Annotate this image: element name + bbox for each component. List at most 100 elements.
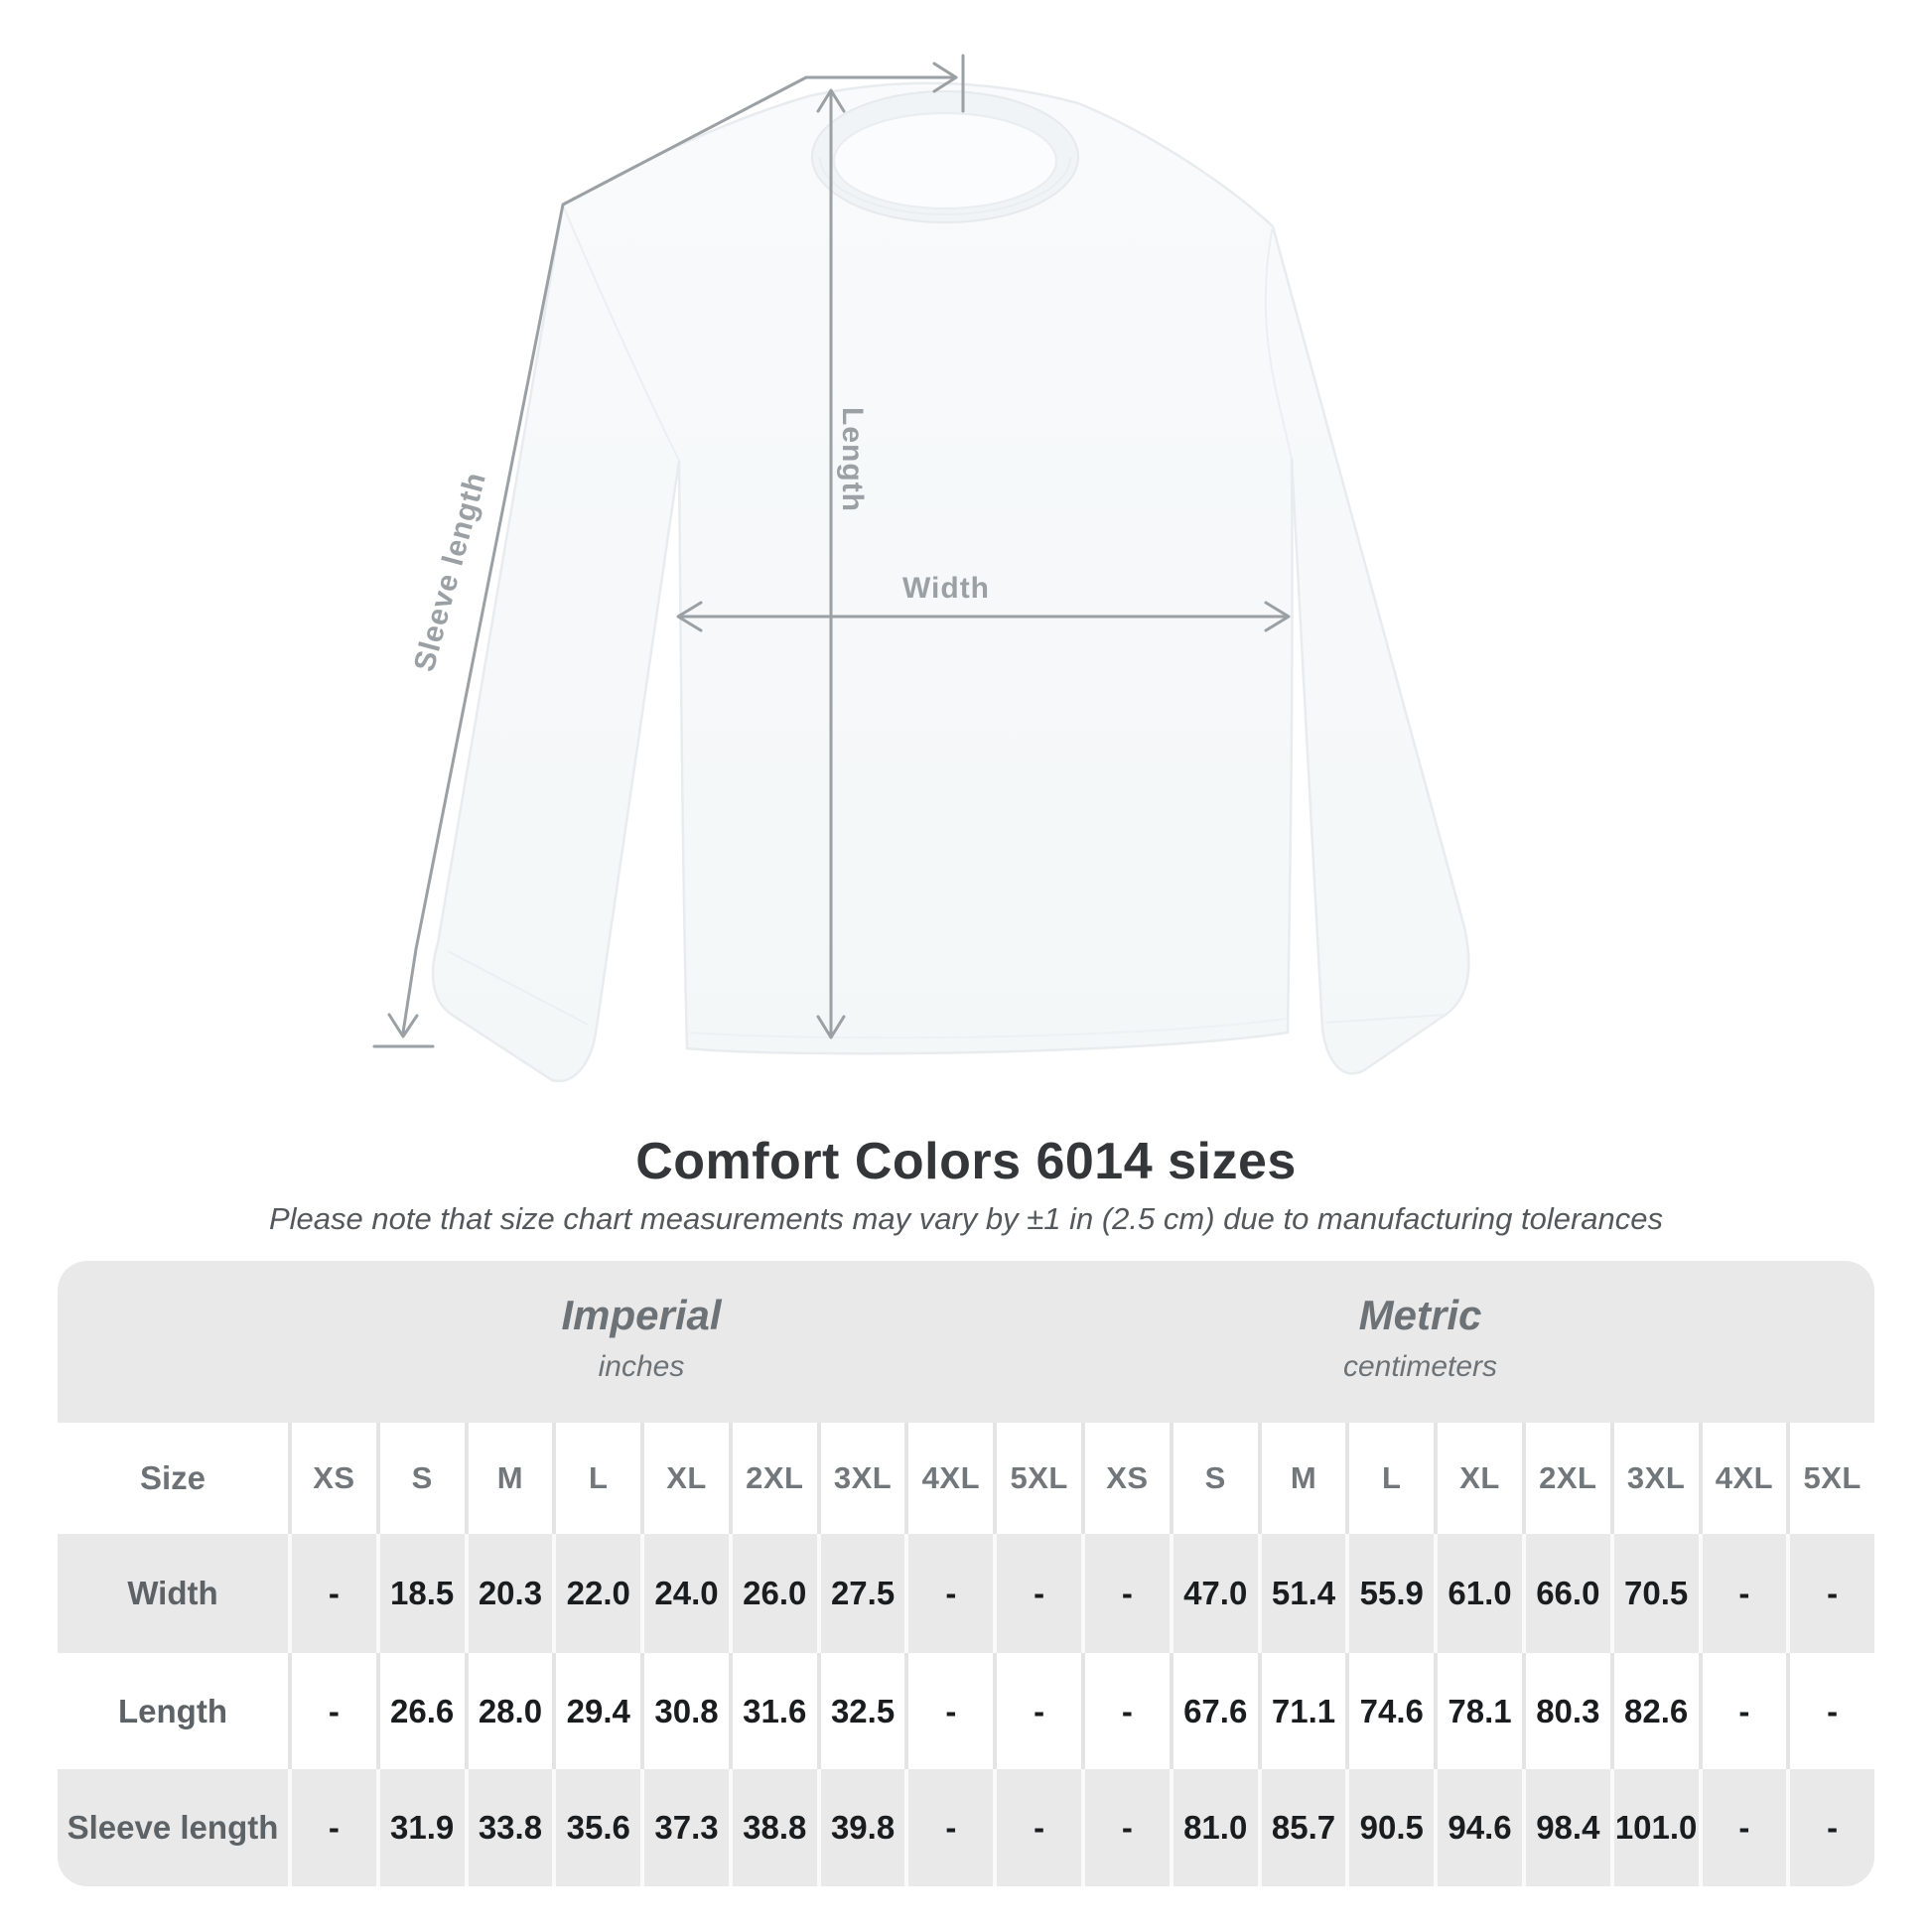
size-table: Imperial inches Metric centimeters Size X… <box>58 1261 1874 1886</box>
value-cell: 38.8 <box>728 1769 817 1886</box>
measurement-row: Width -18.5 20.3 22.0 24.0 26.0 27.5- - -47.0 51.… <box>58 1534 1874 1653</box>
value-cell: 55.9 <box>1345 1534 1435 1653</box>
column-header-cell: 3XL <box>816 1423 905 1534</box>
length-label: Length <box>836 407 869 512</box>
column-header-cell: S <box>1169 1423 1258 1534</box>
column-header-cell: M <box>464 1423 553 1534</box>
value-cell: 28.0 <box>464 1653 553 1769</box>
value-cell: 33.8 <box>464 1769 553 1886</box>
value-cell: 71.1 <box>1257 1653 1346 1769</box>
value-cell: - <box>1786 1769 1874 1886</box>
value-cell: - <box>904 1653 994 1769</box>
imperial-unit-label: inches <box>598 1350 685 1384</box>
page-title: Comfort Colors 6014 sizes <box>635 1133 1297 1190</box>
value-cell: - <box>1786 1534 1874 1653</box>
value-cell: 81.0 <box>1169 1769 1258 1886</box>
column-header-cell: XL <box>640 1423 729 1534</box>
size-header-row: Size XS S M L XL 2XL 3XL 4XL 5XL XS S M L XL 2XL 3XL 4XL 5… <box>58 1423 1874 1534</box>
value-cell: - <box>1081 1769 1170 1886</box>
collar <box>811 90 1079 223</box>
value-cell: 31.9 <box>375 1769 465 1886</box>
value-cell: - <box>1698 1769 1787 1886</box>
measurement-row: Sleeve length -31.9 33.8 35.6 37.3 38.8 39.8- -… <box>58 1769 1874 1886</box>
value-cell: 74.6 <box>1345 1653 1435 1769</box>
size-table-grid: Size XS S M L XL 2XL 3XL 4XL 5XL XS S M L XL 2XL 3XL 4XL 5… <box>58 1423 1874 1886</box>
value-cell: - <box>1698 1653 1787 1769</box>
value-cell: - <box>288 1534 376 1653</box>
value-cell: - <box>904 1534 994 1653</box>
value-cell: - <box>288 1653 376 1769</box>
value-cell: 70.5 <box>1609 1534 1699 1653</box>
value-cell: 20.3 <box>464 1534 553 1653</box>
sleeve-length-line <box>372 54 965 1048</box>
value-cell: 67.6 <box>1169 1653 1258 1769</box>
sleeve-length-label: Sleeve length <box>408 469 492 675</box>
value-cell: - <box>904 1769 994 1886</box>
value-cell: 39.8 <box>816 1769 905 1886</box>
unit-group-imperial: Imperial inches <box>288 1292 995 1384</box>
column-header-cell: 3XL <box>1609 1423 1699 1534</box>
column-header-cell: 2XL <box>1521 1423 1610 1534</box>
column-header-cell: XS <box>288 1423 376 1534</box>
value-cell: 32.5 <box>816 1653 905 1769</box>
column-header-cell: 5XL <box>993 1423 1082 1534</box>
value-cell: 18.5 <box>375 1534 465 1653</box>
value-cell: 47.0 <box>1169 1534 1258 1653</box>
tolerance-note: Please note that size chart measurements… <box>268 1201 1664 1236</box>
column-header-cell: 4XL <box>1698 1423 1787 1534</box>
value-cell: 90.5 <box>1345 1769 1435 1886</box>
metric-label: Metric <box>1358 1292 1482 1338</box>
measurement-row: Length -26.6 28.0 29.4 30.8 31.6 32.5- - -67.6 71… <box>58 1653 1874 1769</box>
value-cell: 29.4 <box>552 1653 641 1769</box>
length-line <box>816 88 846 1039</box>
column-header-cell: XS <box>1081 1423 1170 1534</box>
column-header-cell: S <box>375 1423 465 1534</box>
column-header-cell: L <box>1345 1423 1435 1534</box>
value-cell: 82.6 <box>1609 1653 1699 1769</box>
column-header-cell: XL <box>1434 1423 1522 1534</box>
value-cell: - <box>1786 1653 1874 1769</box>
row-label-cell: Sleeve length <box>58 1769 288 1886</box>
value-cell: - <box>1081 1534 1170 1653</box>
value-cell: 31.6 <box>728 1653 817 1769</box>
value-cell: 30.8 <box>640 1653 729 1769</box>
value-cell: 26.6 <box>375 1653 465 1769</box>
row-label-cell: Length <box>58 1653 288 1769</box>
column-header-cell: M <box>1257 1423 1346 1534</box>
value-cell: 22.0 <box>552 1534 641 1653</box>
value-cell: 26.0 <box>728 1534 817 1653</box>
unit-group-metric: Metric centimeters <box>966 1292 1874 1384</box>
value-cell: - <box>1698 1534 1787 1653</box>
shirt-measurement-diagram: Sleeve length Length Width <box>372 54 1470 1083</box>
value-cell: 94.6 <box>1434 1769 1522 1886</box>
value-cell: - <box>1081 1653 1170 1769</box>
imperial-label: Imperial <box>561 1292 722 1338</box>
value-cell: - <box>993 1653 1082 1769</box>
value-cell: 51.4 <box>1257 1534 1346 1653</box>
shirt-illustration <box>431 81 1470 1083</box>
value-cell: - <box>288 1769 376 1886</box>
column-header-cell: 5XL <box>1786 1423 1874 1534</box>
size-corner-cell: Size <box>58 1423 288 1534</box>
value-cell: 66.0 <box>1521 1534 1610 1653</box>
value-cell: 98.4 <box>1521 1769 1610 1886</box>
width-label: Width <box>902 572 990 605</box>
value-cell: 27.5 <box>816 1534 905 1653</box>
value-cell: 78.1 <box>1434 1653 1522 1769</box>
value-cell: 80.3 <box>1521 1653 1610 1769</box>
column-header-cell: 2XL <box>728 1423 817 1534</box>
value-cell: - <box>993 1534 1082 1653</box>
value-cell: 37.3 <box>640 1769 729 1886</box>
column-header-cell: 4XL <box>904 1423 994 1534</box>
unit-group-band: Imperial inches Metric centimeters <box>58 1261 1874 1423</box>
metric-unit-label: centimeters <box>1342 1350 1498 1384</box>
value-cell: 35.6 <box>552 1769 641 1886</box>
width-line <box>676 601 1291 632</box>
row-label-cell: Width <box>58 1534 288 1653</box>
column-header-cell: L <box>552 1423 641 1534</box>
value-cell: - <box>993 1769 1082 1886</box>
value-cell: 101.0 <box>1609 1769 1699 1886</box>
value-cell: 61.0 <box>1434 1534 1522 1653</box>
value-cell: 24.0 <box>640 1534 729 1653</box>
